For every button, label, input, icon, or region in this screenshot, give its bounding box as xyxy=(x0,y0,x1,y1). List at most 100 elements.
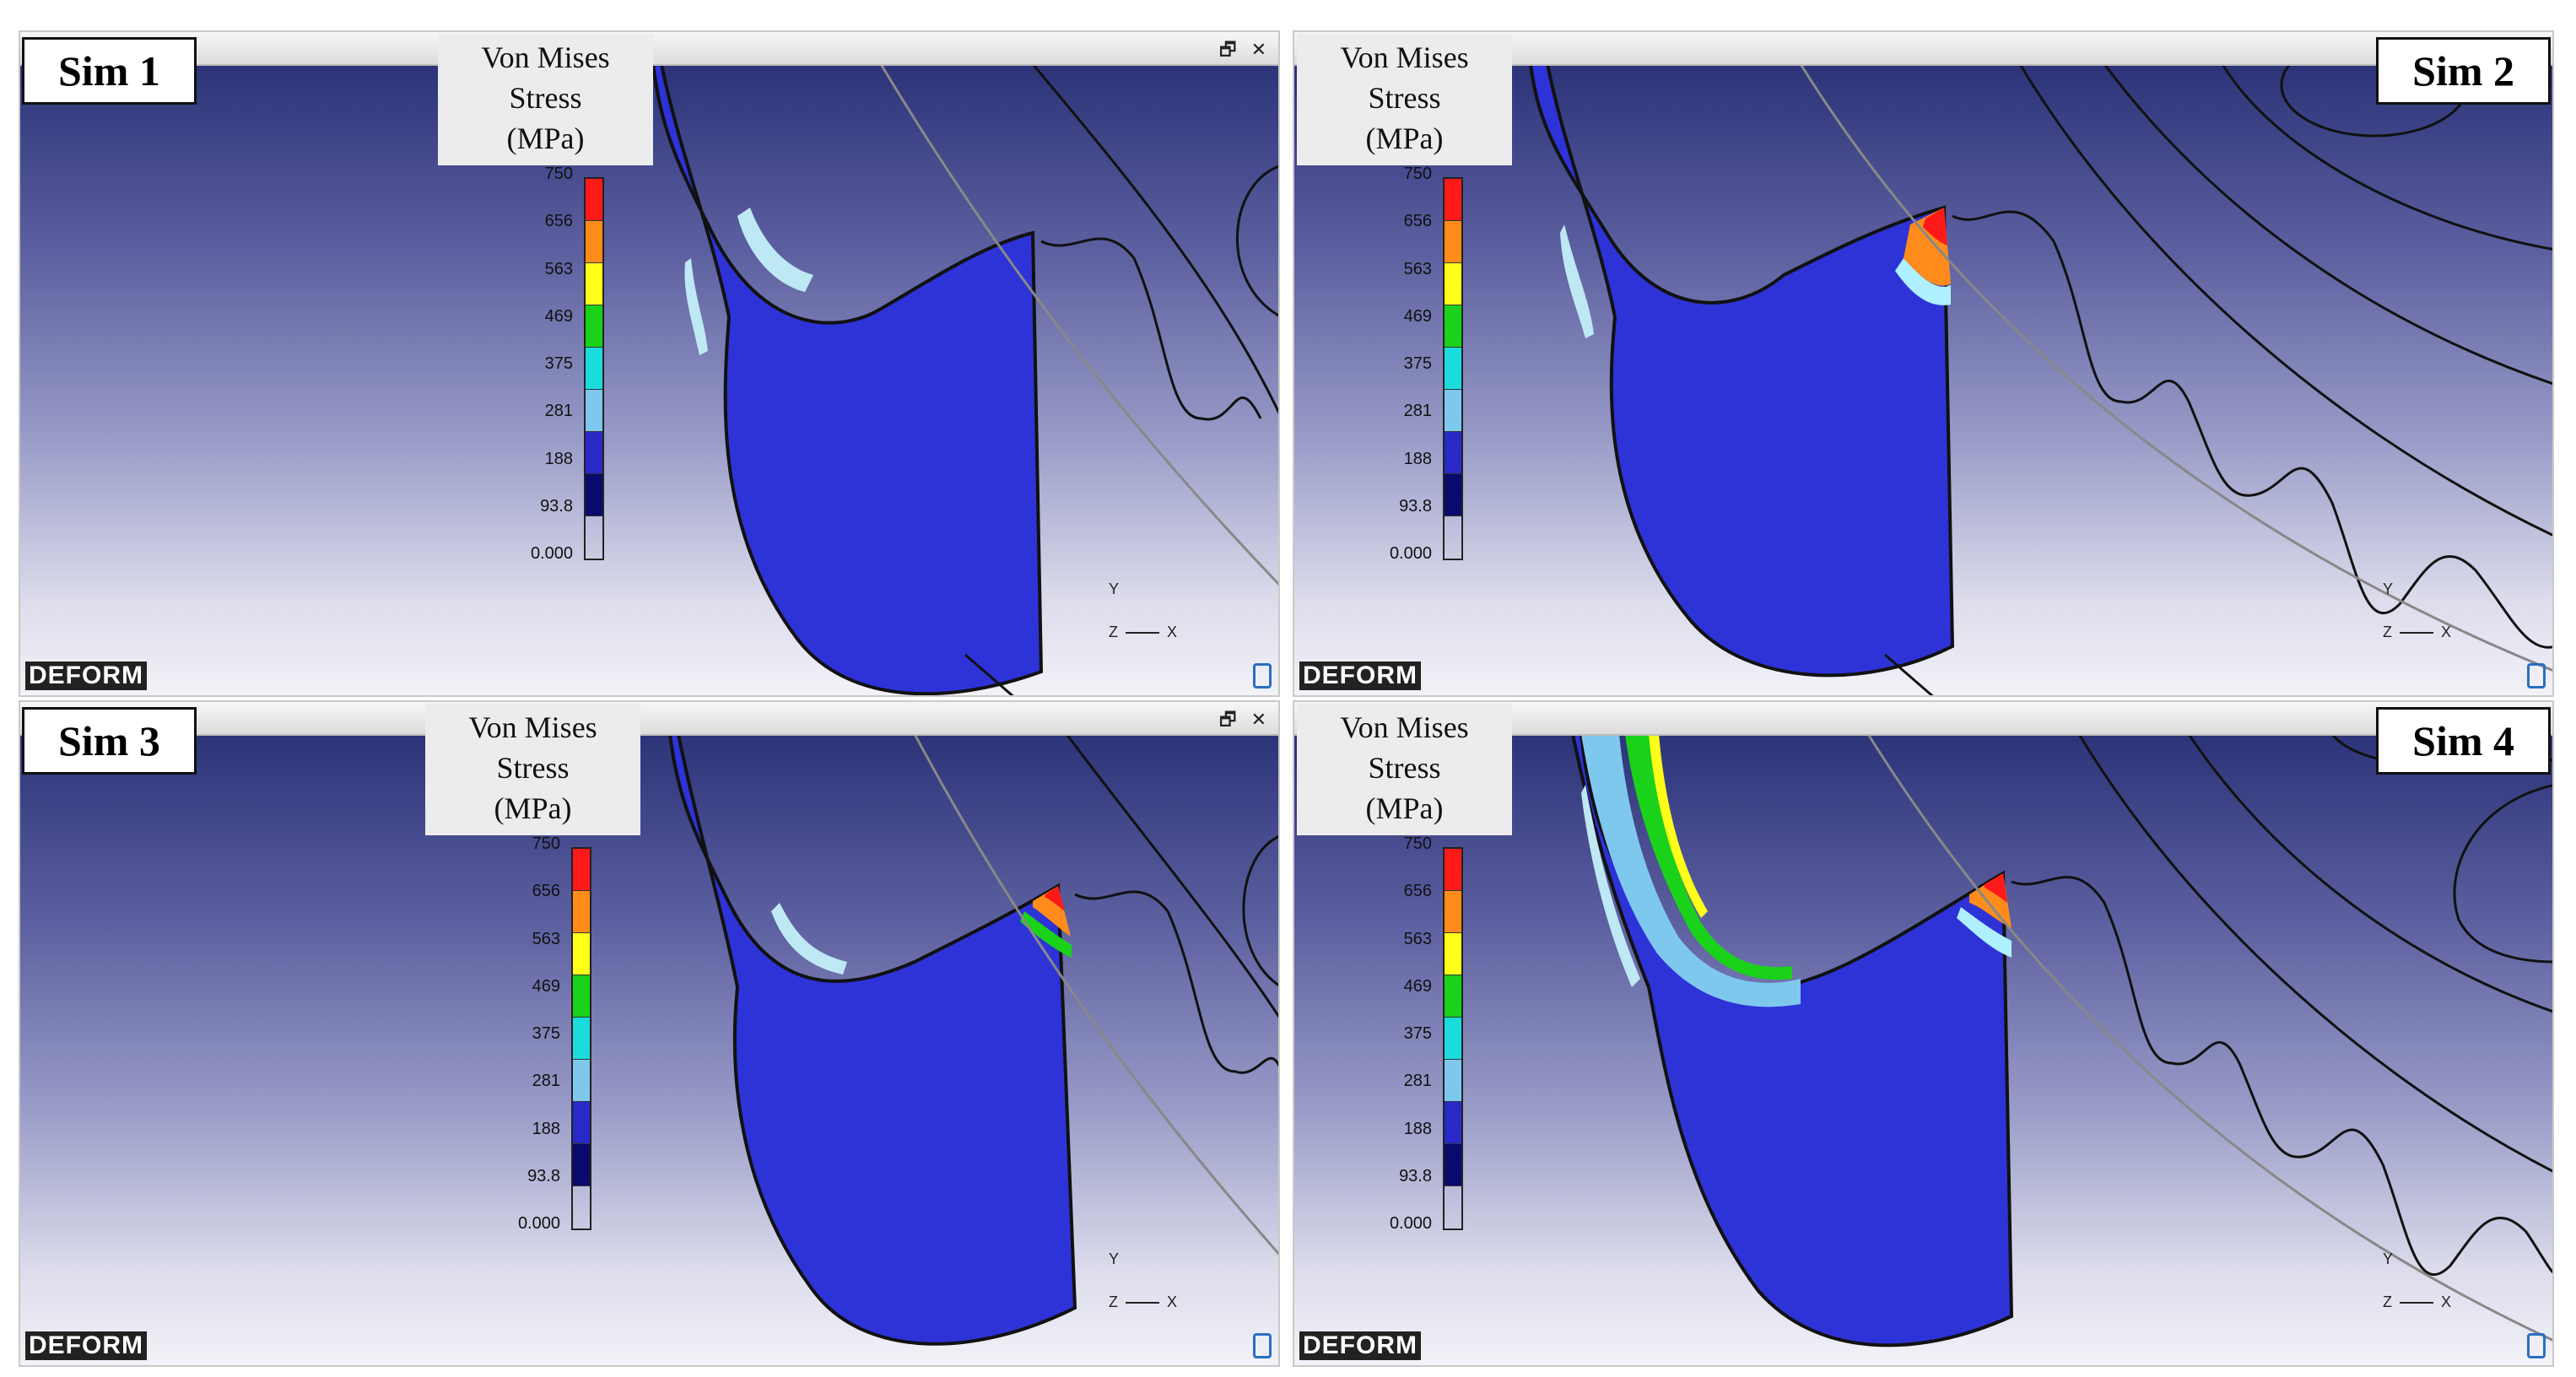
legend-tick-label: 188 xyxy=(532,1119,560,1138)
sim3-titlebar: 🗗 ✕ xyxy=(20,702,1278,736)
close-icon[interactable]: ✕ xyxy=(1250,40,1266,61)
legend-title-line: (MPa) xyxy=(1365,791,1444,825)
legend-color-segment xyxy=(573,975,590,1018)
stress-band-outer xyxy=(1581,734,1801,1007)
legend-tick-label: 188 xyxy=(1403,1119,1432,1138)
stress-region-light xyxy=(771,903,847,975)
legend-tick-label: 93.8 xyxy=(1399,496,1432,516)
legend-title-line: Von Mises xyxy=(1340,40,1469,74)
legend-tick-label: 656 xyxy=(532,882,560,901)
legend-title: Von Mises Stress (MPa) xyxy=(438,34,653,165)
view-icon[interactable] xyxy=(2527,1333,2546,1358)
legend-title-line: Stress xyxy=(509,81,582,115)
sim2-legend: Von Mises Stress (MPa) 750 656 563 469 375 28… xyxy=(1297,34,1651,591)
sim1-scene xyxy=(651,64,1278,695)
legend-tick-label: 375 xyxy=(1403,1024,1432,1043)
stress-region-edge xyxy=(1581,785,1640,987)
legend-color-segment xyxy=(1445,1102,1461,1144)
sim2-scene xyxy=(1528,64,2552,695)
legend-tick-label: 188 xyxy=(544,449,573,468)
legend-title-line: (MPa) xyxy=(494,791,572,825)
legend-color-segment xyxy=(573,1144,590,1186)
legend-color-segment xyxy=(1445,348,1461,390)
legend-title-line: Stress xyxy=(1368,751,1441,785)
outer-circle xyxy=(1065,734,1278,1018)
legend-color-segment xyxy=(586,179,602,221)
axis-x-label: X xyxy=(1167,1293,1178,1310)
stress-region-edge xyxy=(684,258,708,355)
stress-hotspot-core xyxy=(1045,886,1065,911)
outer-circle xyxy=(2077,734,2552,1173)
legend-color-segment xyxy=(1445,1144,1461,1186)
axis-x-label: X xyxy=(1167,624,1178,640)
close-icon[interactable]: ✕ xyxy=(1250,710,1266,731)
sim2-label: Sim 2 xyxy=(2376,37,2551,105)
legend-color-segment xyxy=(1445,1018,1461,1060)
deform-logo: DEFORM xyxy=(1299,662,1421,690)
legend-tick-label: 281 xyxy=(532,1072,560,1091)
legend-tick-label: 93.8 xyxy=(1399,1166,1432,1185)
legend-title-line: Von Mises xyxy=(481,40,610,74)
legend-title-line: Von Mises xyxy=(468,710,597,744)
sim3-legend: Von Mises Stress (MPa) 750 656 563 469 375 28… xyxy=(425,704,780,1261)
sim2-panel: Sim 2 Von Mises Stress (MPa) 750 656 563 46… xyxy=(1293,30,2554,697)
legend-color-segment xyxy=(1445,975,1461,1018)
legend-tick-label: 469 xyxy=(544,306,573,326)
legend-tick-label: 563 xyxy=(1403,929,1432,948)
legend-color-segment xyxy=(1445,474,1461,516)
hub-arc xyxy=(2453,784,2552,964)
sim4-legend: Von Mises Stress (MPa) 750 656 563 469 375 28… xyxy=(1297,704,1651,1261)
legend-color-segment xyxy=(586,263,602,305)
legend-color-segment xyxy=(586,221,602,263)
legend-tick-label: 93.8 xyxy=(527,1166,560,1185)
gear-tooth-body xyxy=(1528,64,1955,678)
legend-color-segment xyxy=(586,305,602,348)
legend-title-line: (MPa) xyxy=(1365,122,1444,155)
outer-circle-2 xyxy=(1235,165,1278,317)
legend-color-segment xyxy=(1445,849,1461,891)
view-icon[interactable] xyxy=(1253,1333,1272,1358)
legend-title: Von Mises Stress (MPa) xyxy=(1297,34,1512,165)
pitch-circle xyxy=(1799,64,2552,672)
lower-line xyxy=(964,653,1014,695)
axis-y-label: Y xyxy=(1109,1250,1120,1267)
legend-tick-label: 563 xyxy=(544,259,573,278)
sim3-panel: 🗗 ✕ Sim 3 Von Mises Stress (MPa) 750 656 5… xyxy=(19,700,1280,1367)
legend-tick-label: 656 xyxy=(544,212,573,231)
stress-region-light xyxy=(737,208,813,292)
axis-y-label: Y xyxy=(2383,1250,2394,1267)
stress-gradient-green xyxy=(1895,258,1951,305)
legend-tick-label: 469 xyxy=(532,976,560,996)
view-icon[interactable] xyxy=(1253,663,1272,688)
stress-region-edge xyxy=(1560,224,1594,338)
legend-tick-label: 750 xyxy=(1403,834,1432,853)
legend-colorbar xyxy=(584,177,604,560)
legend-color-segment xyxy=(573,1060,590,1102)
restore-icon[interactable]: 🗗 xyxy=(1218,710,1237,731)
legend-color-segment xyxy=(573,891,590,933)
sim1-viewport[interactable] xyxy=(20,64,1278,695)
restore-icon[interactable]: 🗗 xyxy=(1218,40,1237,61)
outer-circle-2 xyxy=(2187,734,2552,1013)
legend-color-segment xyxy=(1445,432,1461,474)
stress-band-green xyxy=(1625,734,1792,980)
axis-y-label: Y xyxy=(1109,580,1120,597)
legend-color-segment xyxy=(1445,179,1461,221)
legend-tick-label: 750 xyxy=(544,165,573,183)
mating-gear-curve xyxy=(1074,890,1278,1074)
legend-title-line: Stress xyxy=(1368,81,1441,115)
legend-tick-label: 656 xyxy=(1403,212,1432,231)
legend-title: Von Mises Stress (MPa) xyxy=(1297,704,1512,835)
axis-z-label: Z xyxy=(2383,624,2392,640)
legend-title: Von Mises Stress (MPa) xyxy=(425,704,640,835)
legend-colorbar xyxy=(571,847,591,1230)
view-icon[interactable] xyxy=(2527,663,2546,688)
legend-color-segment xyxy=(573,1102,590,1144)
outer-circle-2 xyxy=(2103,64,2552,386)
pitch-circle xyxy=(879,64,1278,586)
deform-logo: DEFORM xyxy=(25,662,147,690)
legend-color-segment xyxy=(586,390,602,432)
stress-hotspot-core xyxy=(1923,208,1947,246)
sim3-scene xyxy=(667,734,1278,1346)
legend-tick-label: 469 xyxy=(1403,976,1432,996)
